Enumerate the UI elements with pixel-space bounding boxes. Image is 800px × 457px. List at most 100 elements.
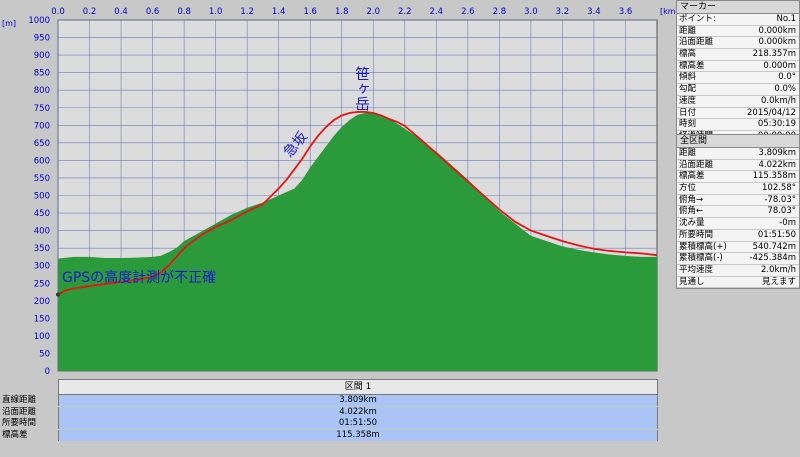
- section-row: 距離 3.809km: [677, 148, 799, 160]
- marker-value: 0.0°: [778, 72, 796, 83]
- marker-row: 標高 218.357m: [677, 49, 799, 61]
- summary-value: 115.358m: [58, 429, 658, 441]
- marker-row: 勾配 0.0%: [677, 84, 799, 96]
- x-tick-label: 0.0: [51, 7, 65, 17]
- x-axis-ticks: 0.0 0.2 0.4 0.6 0.8 1.0 1.2 1.4 1.6 1.8 2.0 2.2 2.4 2…: [51, 7, 632, 17]
- section-value: -78.03°: [764, 194, 796, 205]
- y-tick-label: 1000: [28, 16, 50, 26]
- section-row: 累積標高(-) -425.384m: [677, 253, 799, 265]
- section-label: 累積標高(-): [679, 253, 723, 264]
- y-tick-label: 600: [34, 156, 50, 166]
- y-tick-label: 0: [45, 367, 50, 377]
- y-tick-label: 900: [34, 51, 50, 61]
- x-tick-label: 2.0: [366, 7, 380, 17]
- terrain-area-group: [58, 113, 657, 371]
- marker-label: ポイント:: [679, 14, 716, 24]
- section-panel: 全区間 距離 3.809km 沿面距離 4.022km 標高差 115.358m 方位 102…: [676, 134, 800, 290]
- marker-label: 勾配: [679, 84, 697, 95]
- marker-label: 時刻: [679, 119, 697, 130]
- y-tick-label: 400: [34, 227, 50, 237]
- marker-row: 日付 2015/04/12: [677, 108, 799, 120]
- y-axis-unit: [m]: [2, 19, 16, 28]
- x-tick-label: 0.8: [177, 7, 191, 17]
- marker-row: ポイント: No.1: [677, 14, 799, 26]
- section-value: 540.742m: [752, 241, 796, 252]
- section-label: 方位: [679, 183, 697, 194]
- y-tick-label: 750: [34, 104, 50, 114]
- marker-label: 標高: [679, 49, 697, 60]
- y-tick-label: 500: [34, 192, 50, 202]
- marker-panel: マーカー ポイント: No.1 距離 0.000km 沿面距離 0.000km 標高 218.…: [676, 0, 800, 144]
- x-tick-label: 3.4: [587, 7, 601, 17]
- x-tick-label: 0.6: [146, 7, 160, 17]
- y-tick-label: 50: [39, 349, 50, 359]
- x-tick-label: 2.8: [493, 7, 507, 17]
- summary-label: 標高差: [2, 429, 28, 440]
- y-tick-label: 550: [34, 174, 50, 184]
- section-label: 俯角→: [679, 194, 704, 205]
- section-label: 標高差: [679, 171, 705, 182]
- terrain-area: [58, 113, 657, 371]
- section-value: 115.358m: [752, 171, 796, 182]
- section-panel-header: 全区間: [677, 135, 799, 148]
- marker-value: 0.0%: [774, 84, 796, 95]
- section-row: 所要時間 01:51:50: [677, 230, 799, 242]
- section-value: 4.022km: [758, 159, 796, 170]
- section-value: 01:51:50: [757, 229, 796, 240]
- marker-point[interactable]: [56, 292, 60, 297]
- summary-label: 所要時間: [2, 418, 37, 428]
- section-1-tab[interactable]: 区間 1: [58, 379, 658, 395]
- x-tick-label: 1.8: [335, 7, 349, 17]
- section-label: 見通し: [679, 276, 705, 287]
- marker-value: 0.0km/h: [761, 95, 796, 106]
- y-axis-ticks: 0 50 100 150 200 250 300 350 400 450 500 550 600 650 7…: [28, 16, 50, 377]
- x-tick-label: 1.0: [209, 7, 223, 17]
- x-tick-label: 0.2: [83, 7, 97, 17]
- y-tick-label: 250: [34, 279, 50, 289]
- marker-row: 時刻 05:30:19: [677, 119, 799, 131]
- y-tick-label: 200: [34, 297, 50, 307]
- section-value: 見えます: [761, 276, 796, 287]
- gps-track-line: [57, 111, 658, 296]
- y-tick-label: 950: [34, 34, 50, 44]
- y-tick-label: 700: [34, 121, 50, 131]
- y-tick-label: 450: [34, 209, 50, 219]
- section-label: 俯角←: [679, 206, 704, 217]
- summary-label: 直線距離: [2, 395, 37, 405]
- marker-value: 0.000km: [758, 37, 796, 48]
- section-label: 沈み量: [679, 218, 705, 229]
- section-value: 102.58°: [762, 183, 796, 194]
- x-tick-label: 2.4: [430, 7, 444, 17]
- summary-value: 3.809km: [58, 395, 658, 406]
- section-row: 方位 102.58°: [677, 183, 799, 195]
- gps-note-annotation: GPSの高度計測が不正確: [62, 269, 216, 286]
- marker-label: 傾斜: [679, 72, 697, 83]
- y-tick-label: 650: [34, 139, 50, 149]
- section-label: 沿面距離: [679, 159, 714, 170]
- y-tick-label: 150: [34, 314, 50, 324]
- y-tick-label: 850: [34, 69, 50, 79]
- x-axis-unit: [km]: [660, 7, 676, 16]
- marker-label: 沿面距離: [679, 37, 714, 48]
- x-tick-label: 1.6: [303, 7, 317, 17]
- marker-value: 218.357m: [752, 49, 796, 60]
- section-row: 標高差 115.358m: [677, 171, 799, 184]
- marker-value: 0.000km: [758, 25, 796, 36]
- section-row: 俯角← 78.03°: [677, 206, 799, 219]
- section-value: 3.809km: [758, 148, 796, 158]
- gps-track-group: [56, 111, 658, 297]
- section-row: 沿面距離 4.022km: [677, 160, 799, 172]
- section-value: 2.0km/h: [761, 264, 796, 275]
- section-value: 78.03°: [767, 206, 796, 217]
- marker-label: 日付: [679, 107, 697, 118]
- x-tick-label: 2.2: [398, 7, 412, 17]
- elevation-chart: 0.0 0.2 0.4 0.6 0.8 1.0 1.2 1.4 1.6 1.8 2.0 2.2 2.4 2…: [2, 7, 676, 377]
- marker-row: 標高差 0.000m: [677, 61, 799, 73]
- y-tick-label: 350: [34, 244, 50, 254]
- section-row: 見通し 見えます: [677, 277, 799, 289]
- marker-value: 05:30:19: [757, 119, 796, 130]
- section-label: 所要時間: [679, 229, 714, 240]
- x-tick-label: 0.4: [114, 7, 128, 17]
- x-tick-label: 1.4: [272, 7, 286, 17]
- section-row: 沈み量 -0m: [677, 218, 799, 230]
